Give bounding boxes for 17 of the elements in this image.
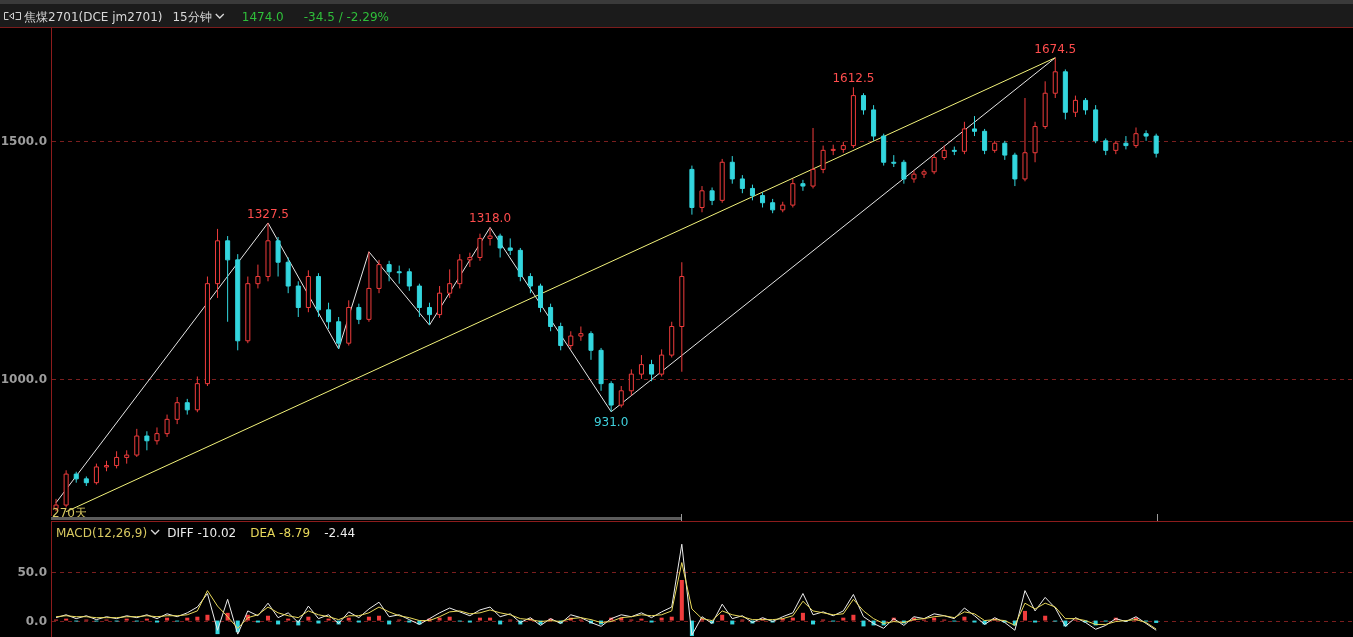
annotation: 931.0 bbox=[593, 414, 629, 429]
annotation: 1674.5 bbox=[1034, 41, 1077, 56]
y-tick-label: 50.0 bbox=[17, 565, 47, 580]
annotation: -2.44 bbox=[324, 526, 356, 540]
chart-subtitle: 15分钟 bbox=[172, 10, 212, 24]
chart-title: MACD(12,26,9) bbox=[56, 526, 148, 540]
y-tick-label: 0.0 bbox=[25, 613, 47, 628]
y-tick-label: 1500.0 bbox=[0, 133, 47, 148]
annotation: 1612.5 bbox=[832, 71, 875, 86]
text: DIFF -10.02 bbox=[167, 526, 237, 540]
annotation: 1318.0 bbox=[469, 211, 512, 226]
text: 1474.0 bbox=[241, 10, 284, 24]
annotation: 1327.5 bbox=[247, 206, 289, 221]
chart-title: 焦煤2701(DCE jm2701) bbox=[24, 10, 163, 24]
y-tick-label: 1000.0 bbox=[0, 371, 47, 386]
text: -34.5 / -2.29% bbox=[303, 10, 389, 24]
text: DEA -8.79 bbox=[250, 526, 311, 540]
